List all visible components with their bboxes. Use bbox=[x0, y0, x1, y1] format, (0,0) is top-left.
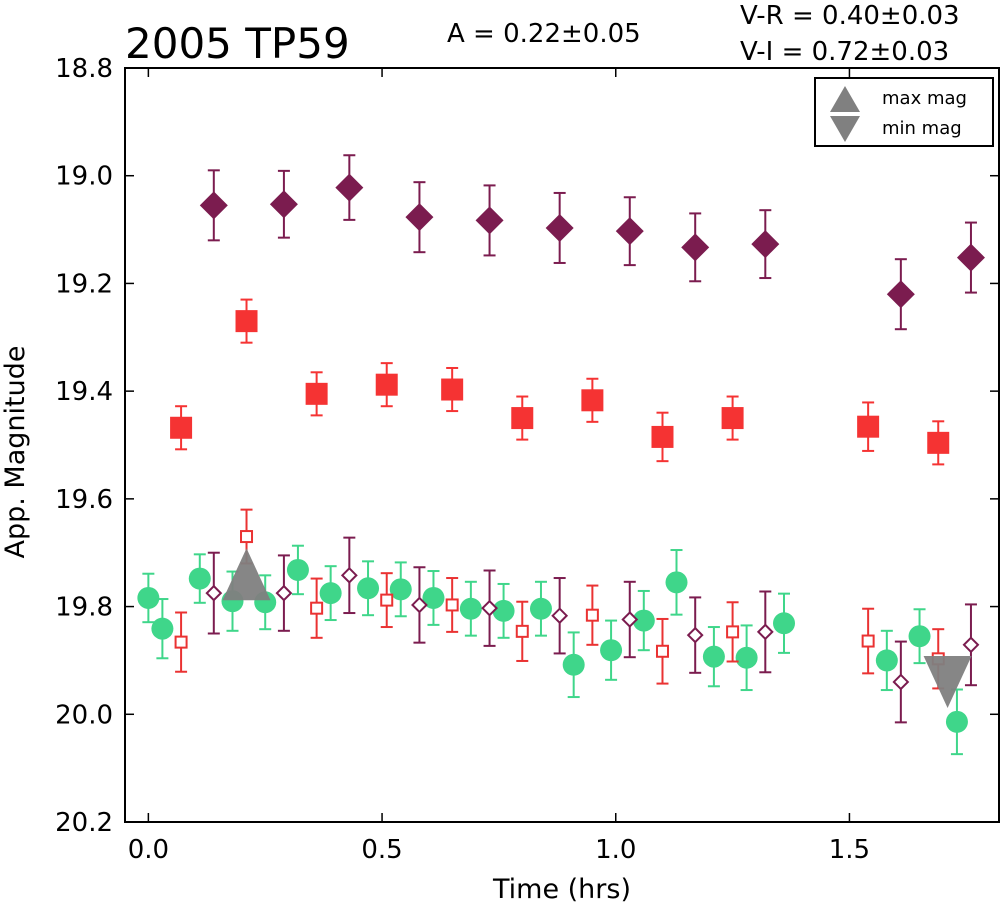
legend-min-mag-label: min mag bbox=[882, 118, 962, 139]
data-point bbox=[686, 626, 704, 644]
x-tick-label: 1.5 bbox=[829, 835, 870, 865]
data-point bbox=[422, 586, 445, 609]
data-point bbox=[335, 173, 364, 202]
y-tick-label: 19.6 bbox=[55, 485, 113, 515]
data-point bbox=[655, 644, 669, 658]
v-r-annotation: V-R = 0.40±0.03 bbox=[740, 1, 960, 31]
data-point bbox=[945, 710, 968, 733]
v-i-annotation: V-I = 0.72±0.03 bbox=[740, 37, 949, 67]
data-point bbox=[861, 634, 875, 648]
data-point bbox=[481, 599, 498, 617]
x-tick-label: 1.0 bbox=[595, 835, 636, 865]
data-point bbox=[475, 206, 504, 235]
data-point bbox=[511, 407, 534, 430]
plot-frame bbox=[124, 67, 1000, 823]
data-point bbox=[375, 373, 398, 396]
y-tick-label: 20.2 bbox=[55, 808, 113, 838]
data-point bbox=[235, 310, 258, 333]
data-point bbox=[205, 584, 223, 602]
data-point bbox=[405, 203, 434, 232]
data-point bbox=[529, 597, 552, 620]
legend-max-mag-marker bbox=[830, 86, 860, 112]
data-point bbox=[357, 577, 380, 600]
data-point bbox=[773, 612, 796, 635]
legend-min-mag-marker bbox=[830, 116, 860, 142]
data-point bbox=[632, 609, 655, 632]
data-point bbox=[857, 415, 880, 438]
data-point bbox=[515, 624, 529, 638]
plot-marks bbox=[137, 154, 985, 756]
data-point bbox=[445, 598, 459, 612]
data-point bbox=[702, 645, 725, 668]
data-point bbox=[389, 578, 412, 601]
data-point bbox=[721, 407, 744, 430]
axis-ticks: 0.0 0.5 1.0 1.5 18.8 19.0 19.2 19.4 19.6 19.8 20.0… bbox=[55, 54, 999, 865]
data-point bbox=[927, 431, 950, 454]
data-point bbox=[459, 597, 482, 620]
y-tick-label: 18.8 bbox=[55, 54, 113, 84]
data-point bbox=[886, 280, 915, 309]
data-point bbox=[581, 389, 604, 412]
data-point bbox=[681, 233, 710, 262]
data-point bbox=[651, 425, 674, 448]
data-point bbox=[380, 593, 394, 607]
data-point bbox=[275, 584, 293, 602]
data-point bbox=[492, 599, 515, 622]
data-point bbox=[892, 673, 910, 691]
data-point bbox=[551, 607, 569, 625]
data-point bbox=[665, 571, 688, 594]
data-point bbox=[269, 190, 298, 219]
data-point bbox=[286, 558, 309, 581]
amplitude-annotation: A = 0.22±0.05 bbox=[447, 19, 641, 49]
data-point bbox=[875, 649, 898, 672]
x-axis-label: Time (hrs) bbox=[492, 874, 631, 904]
data-point bbox=[441, 378, 464, 401]
data-point bbox=[562, 653, 585, 676]
series-1 bbox=[170, 298, 950, 466]
min-mag-marker bbox=[923, 655, 972, 708]
data-point bbox=[585, 608, 599, 622]
x-tick-label: 0.0 bbox=[128, 835, 169, 865]
y-tick-label: 19.4 bbox=[55, 377, 113, 407]
data-point bbox=[199, 191, 228, 220]
series-3 bbox=[174, 508, 945, 690]
chart-title: 2005 TP59 bbox=[125, 19, 350, 68]
y-axis-label: App. Magnitude bbox=[0, 346, 31, 559]
x-tick-label: 0.5 bbox=[361, 835, 402, 865]
data-point bbox=[908, 625, 931, 648]
data-point bbox=[751, 230, 780, 259]
data-point bbox=[240, 530, 254, 544]
legend-max-mag-label: max mag bbox=[882, 88, 967, 109]
data-point bbox=[735, 646, 758, 669]
data-point bbox=[137, 586, 160, 609]
data-point bbox=[310, 601, 324, 615]
series-4 bbox=[205, 536, 980, 724]
data-point bbox=[545, 213, 574, 242]
data-point bbox=[600, 639, 623, 662]
series-2 bbox=[137, 544, 968, 756]
data-point bbox=[188, 567, 211, 590]
data-point bbox=[615, 217, 644, 246]
data-point bbox=[305, 382, 328, 405]
max-mag-marker bbox=[222, 548, 271, 601]
y-tick-label: 19.2 bbox=[55, 269, 113, 299]
data-point bbox=[411, 596, 428, 614]
data-point bbox=[151, 617, 174, 640]
legend: max mag min mag bbox=[814, 77, 994, 147]
data-point bbox=[962, 636, 980, 654]
data-point bbox=[621, 611, 639, 628]
data-point bbox=[319, 582, 342, 605]
data-point bbox=[170, 416, 193, 439]
y-tick-label: 19.0 bbox=[55, 162, 113, 192]
data-point bbox=[956, 243, 985, 272]
y-tick-label: 19.8 bbox=[55, 593, 113, 623]
series-0 bbox=[199, 154, 985, 331]
y-tick-label: 20.0 bbox=[55, 700, 113, 730]
data-point bbox=[726, 625, 740, 639]
data-point bbox=[174, 635, 188, 649]
data-point bbox=[340, 566, 358, 584]
data-point bbox=[756, 623, 774, 641]
